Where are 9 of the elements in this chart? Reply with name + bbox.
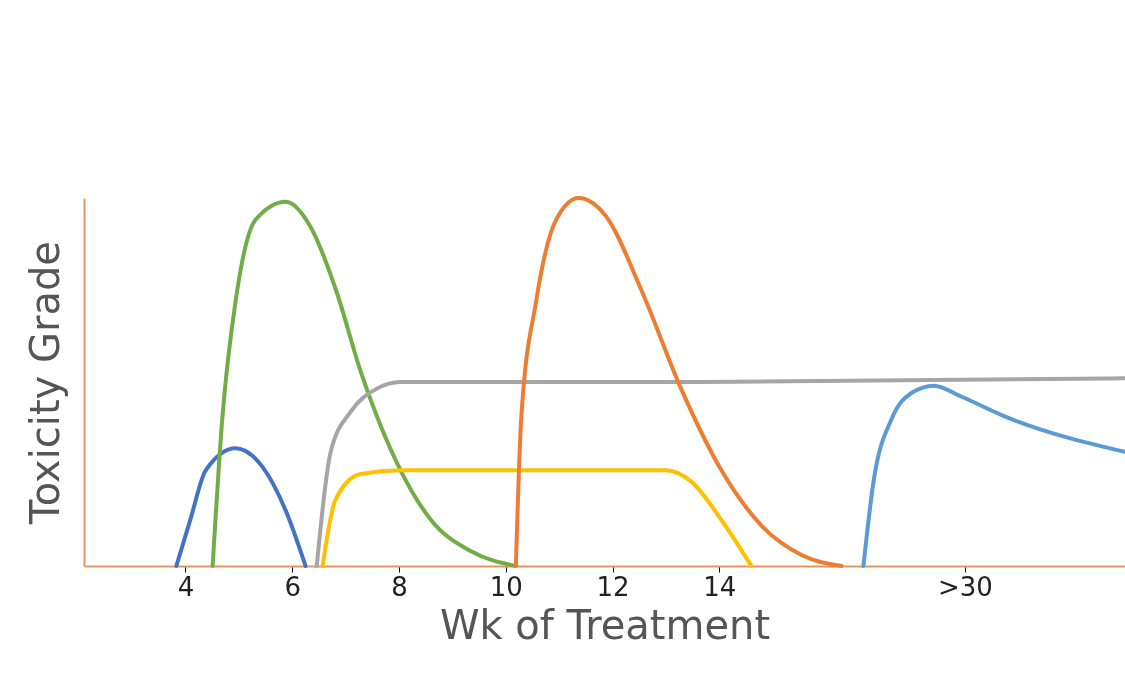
x-tick-label: 4 (177, 571, 195, 602)
x-tick-label: >30 (937, 571, 993, 602)
y-axis-title: Toxicity Grade (21, 241, 68, 525)
x-tick-label: 6 (284, 571, 301, 602)
x-axis-title: Wk of Treatment (439, 601, 771, 648)
x-tick-label: 10 (489, 571, 523, 602)
x-tick-label: 8 (391, 571, 408, 602)
x-tick-label: 12 (596, 571, 630, 602)
x-tick-label: 14 (703, 571, 737, 602)
